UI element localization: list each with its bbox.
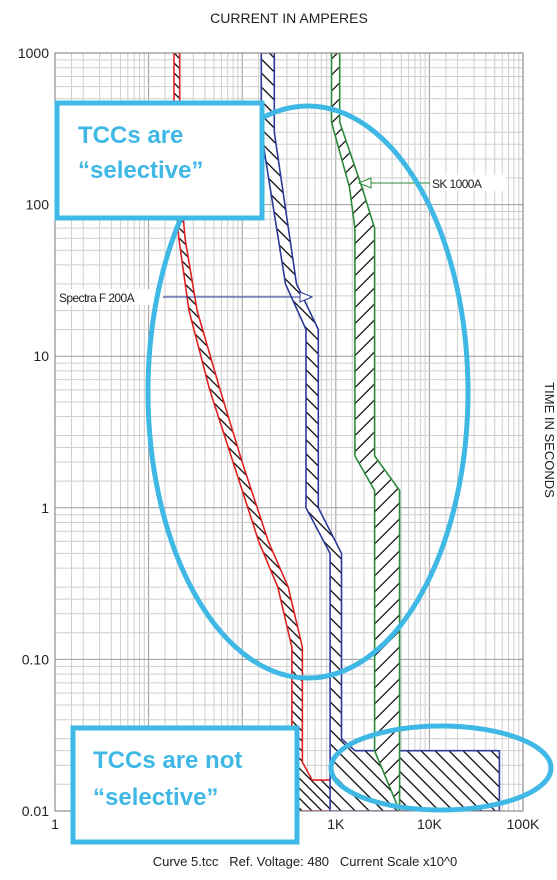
hatch-line xyxy=(331,53,400,811)
curve-band-outline xyxy=(260,53,501,811)
annotation-sk-text: SK 1000A xyxy=(432,177,482,191)
hatch-line xyxy=(384,53,500,811)
hatch-line xyxy=(0,43,44,821)
hatch-line xyxy=(412,53,500,811)
annotation-sk-arrowhead xyxy=(357,177,372,189)
hatch-line xyxy=(0,43,12,821)
y-tick-label: 100 xyxy=(26,197,50,213)
hatch-line xyxy=(440,53,500,811)
curve-band-fill xyxy=(331,53,400,811)
hatch-line xyxy=(384,43,557,821)
y-tick-labels: 1000 100 10 1 0.10 0.01 xyxy=(18,45,49,819)
annotation-sk: SK 1000A xyxy=(357,175,506,191)
callout-selective-line1: TCCs are xyxy=(78,122,183,149)
hatch-line xyxy=(0,43,60,821)
hatch-line xyxy=(454,43,557,821)
hatch-line xyxy=(444,43,557,821)
x-tick-label: 1 xyxy=(51,816,59,832)
y-axis-label: TIME IN SECONDS xyxy=(542,382,557,498)
chart-title: CURRENT IN AMPERES xyxy=(210,10,368,26)
selective-ellipse xyxy=(145,103,471,681)
hatch-line xyxy=(434,43,557,821)
y-tick-label: 1000 xyxy=(18,45,49,61)
callout-selective: TCCs are “selective” xyxy=(54,100,265,221)
y-tick-label: 0.01 xyxy=(22,803,49,819)
callout-not-selective: TCCs are not “selective” xyxy=(70,725,300,845)
chart-footer: Curve 5.tcc Ref. Voltage: 480 Current Sc… xyxy=(153,854,458,869)
curve-band-fill xyxy=(261,53,500,811)
callout-selective-box xyxy=(54,100,265,221)
hatch-line xyxy=(0,43,28,821)
hatch-line xyxy=(385,53,400,811)
annotation-sk-bg xyxy=(430,175,506,191)
callout-selective-line2: “selective” xyxy=(78,157,203,184)
annotation-spectra-arrowhead xyxy=(299,291,314,303)
x-tick-label: 10K xyxy=(417,816,443,832)
not-selective-ellipse xyxy=(328,723,554,813)
annotation-spectra-text: Spectra F 200A xyxy=(59,291,135,305)
hatch-line xyxy=(261,53,500,811)
callout-not-selective-line1: TCCs are not xyxy=(93,747,242,774)
hatch-line xyxy=(394,43,557,821)
hatch-line xyxy=(398,53,500,811)
x-tick-label: 1K xyxy=(327,816,345,832)
hatch-line xyxy=(286,53,500,811)
hatch-line xyxy=(418,43,557,821)
x-tick-labels: 1 1K 10K 100K xyxy=(51,816,540,832)
annotation-spectra: Spectra F 200A xyxy=(57,289,314,305)
hatch-line xyxy=(261,53,464,811)
hatch-line xyxy=(454,53,500,811)
hatch-line xyxy=(426,53,500,811)
hatch-line xyxy=(331,53,400,811)
y-tick-label: 1 xyxy=(41,500,49,516)
hatch-line xyxy=(404,43,557,821)
y-tick-label: 10 xyxy=(33,348,49,364)
annotation-spectra-bg xyxy=(57,289,163,305)
callout-not-selective-box xyxy=(70,725,300,845)
curve-band-outline xyxy=(330,53,401,811)
hatch-line xyxy=(261,53,500,811)
y-tick-label: 0.10 xyxy=(22,651,49,667)
x-tick-label: 100K xyxy=(507,816,540,832)
callout-not-selective-line2: “selective” xyxy=(93,784,218,811)
hatch-line xyxy=(424,43,557,821)
